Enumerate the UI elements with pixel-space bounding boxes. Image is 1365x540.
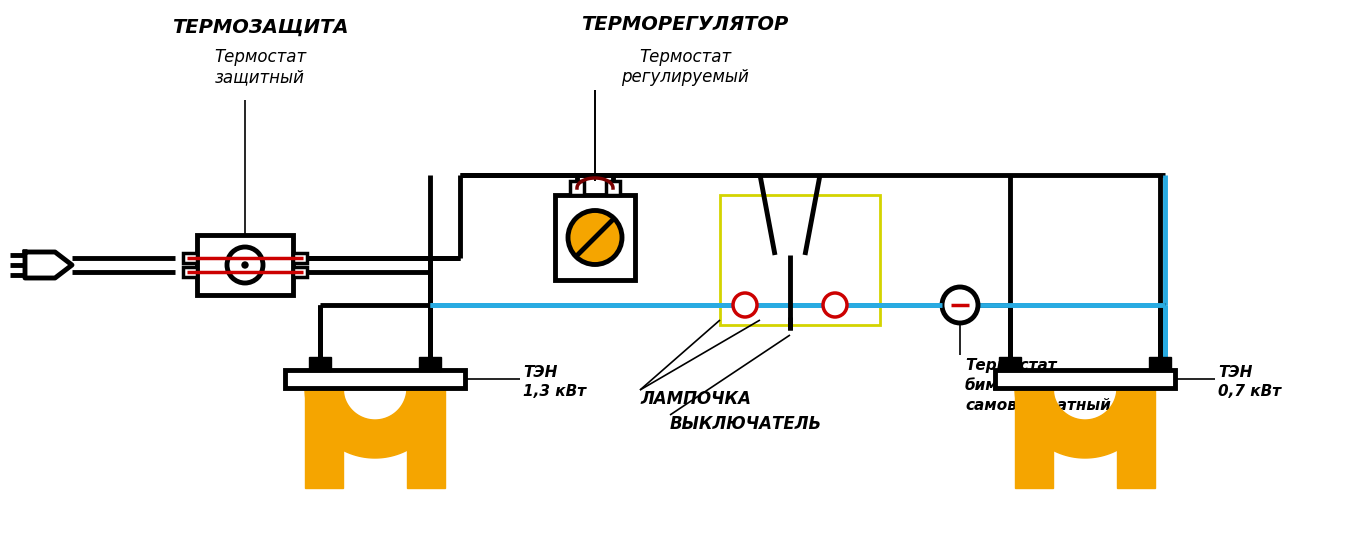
Polygon shape bbox=[304, 388, 343, 488]
Text: самовозвратный: самовозвратный bbox=[965, 398, 1111, 413]
Bar bbox=[197, 235, 293, 295]
Circle shape bbox=[942, 287, 977, 323]
Bar bbox=[999, 357, 1021, 371]
Text: ВЫКЛЮЧАТЕЛЬ: ВЫКЛЮЧАТЕЛЬ bbox=[670, 415, 822, 433]
Polygon shape bbox=[1117, 388, 1155, 488]
Polygon shape bbox=[25, 252, 72, 278]
Text: защитный: защитный bbox=[216, 68, 304, 86]
Circle shape bbox=[823, 293, 848, 317]
Polygon shape bbox=[304, 388, 445, 458]
Bar bbox=[606, 181, 620, 195]
Circle shape bbox=[242, 262, 248, 268]
Bar bbox=[183, 253, 197, 263]
Bar bbox=[183, 267, 197, 277]
Bar bbox=[719, 195, 880, 325]
Polygon shape bbox=[407, 388, 445, 488]
Text: ЛАМПОЧКА: ЛАМПОЧКА bbox=[640, 390, 751, 408]
Bar bbox=[995, 370, 1175, 388]
Bar bbox=[285, 370, 465, 388]
Text: ТЕРМОРЕГУЛЯТОР: ТЕРМОРЕГУЛЯТОР bbox=[581, 15, 789, 34]
Text: Термостат: Термостат bbox=[639, 48, 732, 66]
Text: ТЭН: ТЭН bbox=[1218, 365, 1252, 380]
Bar bbox=[419, 357, 441, 371]
Text: 1,3 кВт: 1,3 кВт bbox=[523, 384, 586, 399]
Polygon shape bbox=[1016, 388, 1052, 488]
Bar bbox=[1149, 357, 1171, 371]
Text: биметаллический: биметаллический bbox=[965, 378, 1122, 393]
Bar bbox=[308, 357, 330, 371]
Bar bbox=[293, 253, 307, 263]
Text: ТЭН: ТЭН bbox=[523, 365, 557, 380]
Text: Термостат: Термостат bbox=[214, 48, 306, 66]
Text: регулируемый: регулируемый bbox=[621, 68, 749, 86]
Circle shape bbox=[733, 293, 758, 317]
Bar bbox=[556, 195, 635, 280]
Bar bbox=[293, 267, 307, 277]
Circle shape bbox=[568, 211, 622, 265]
Text: Термостат: Термостат bbox=[965, 358, 1057, 373]
Bar bbox=[571, 181, 584, 195]
Text: 0,7 кВт: 0,7 кВт bbox=[1218, 384, 1282, 399]
Polygon shape bbox=[1016, 388, 1155, 458]
Text: ТЕРМОЗАЩИТА: ТЕРМОЗАЩИТА bbox=[172, 18, 348, 37]
Circle shape bbox=[227, 247, 263, 283]
